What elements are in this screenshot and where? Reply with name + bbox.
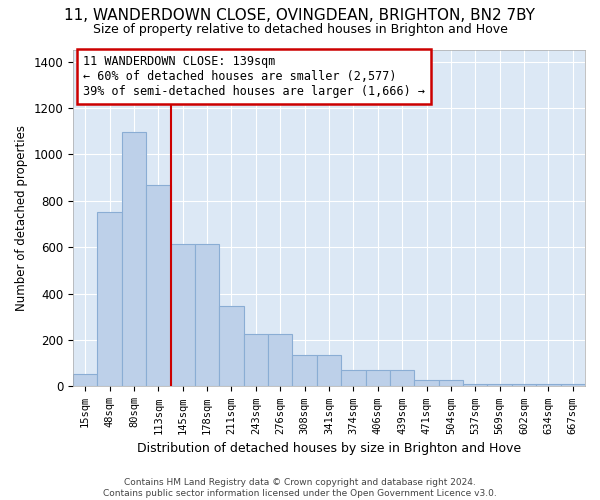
Bar	[487, 384, 512, 386]
Bar	[560, 384, 585, 386]
Bar	[97, 212, 122, 386]
X-axis label: Distribution of detached houses by size in Brighton and Hove: Distribution of detached houses by size …	[137, 442, 521, 455]
Bar	[536, 384, 560, 386]
Text: Contains HM Land Registry data © Crown copyright and database right 2024.
Contai: Contains HM Land Registry data © Crown c…	[103, 478, 497, 498]
Bar	[439, 380, 463, 386]
Bar	[341, 370, 365, 386]
Bar	[220, 306, 244, 386]
Bar	[122, 132, 146, 386]
Text: 11 WANDERDOWN CLOSE: 139sqm
← 60% of detached houses are smaller (2,577)
39% of : 11 WANDERDOWN CLOSE: 139sqm ← 60% of det…	[83, 55, 425, 98]
Bar	[292, 355, 317, 386]
Bar	[512, 384, 536, 386]
Bar	[195, 244, 220, 386]
Bar	[146, 184, 170, 386]
Bar	[365, 370, 390, 386]
Bar	[268, 334, 292, 386]
Bar	[244, 334, 268, 386]
Bar	[73, 374, 97, 386]
Y-axis label: Number of detached properties: Number of detached properties	[15, 125, 28, 311]
Text: 11, WANDERDOWN CLOSE, OVINGDEAN, BRIGHTON, BN2 7BY: 11, WANDERDOWN CLOSE, OVINGDEAN, BRIGHTO…	[65, 8, 536, 22]
Text: Size of property relative to detached houses in Brighton and Hove: Size of property relative to detached ho…	[92, 22, 508, 36]
Bar	[415, 380, 439, 386]
Bar	[170, 244, 195, 386]
Bar	[463, 384, 487, 386]
Bar	[317, 355, 341, 386]
Bar	[390, 370, 415, 386]
